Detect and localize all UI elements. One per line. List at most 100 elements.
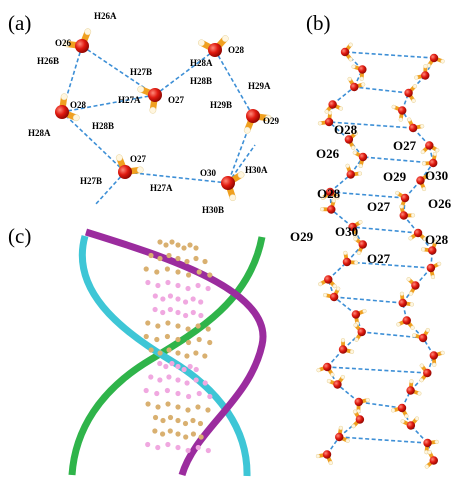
hydrogen [441, 59, 445, 63]
dot [207, 272, 212, 277]
hydrogen [392, 105, 396, 109]
hydrogen-bond [354, 87, 408, 93]
dot [198, 299, 203, 304]
hydrogen [432, 363, 436, 367]
dot [175, 418, 180, 423]
dot [175, 350, 180, 355]
atom-label: O28 [334, 122, 358, 137]
dot [197, 337, 202, 342]
hydrogen [317, 368, 321, 372]
dot [168, 415, 173, 420]
atom-label: O29 [290, 229, 314, 244]
hydrogen [421, 150, 425, 154]
hydrogen [363, 309, 367, 313]
hydrogen [353, 151, 357, 155]
hydrogen [433, 152, 437, 156]
hydrogen [411, 213, 415, 217]
dot [195, 404, 200, 409]
oxygen [430, 456, 438, 464]
hydrogen [320, 207, 324, 211]
dot [144, 388, 149, 393]
atom-label: O26 [55, 38, 72, 48]
hydrogen [350, 350, 354, 354]
hydrogen [437, 262, 441, 266]
atom-label: O28 [70, 100, 87, 110]
dot [175, 391, 180, 396]
hydrogen-bond [327, 367, 427, 373]
hydrogen [349, 43, 353, 47]
dot [175, 242, 180, 247]
dot [185, 286, 190, 291]
dot [145, 442, 150, 447]
hydrogen-bond [339, 437, 427, 443]
dot [184, 380, 189, 385]
dot [175, 323, 180, 328]
hydrogen [329, 461, 333, 465]
oxygen [423, 439, 431, 447]
oxygen [421, 71, 429, 79]
dot [166, 374, 171, 379]
hydrogen [331, 373, 335, 377]
dot [207, 340, 212, 345]
dot [196, 445, 201, 450]
dot [163, 364, 168, 369]
dot [153, 415, 158, 420]
hydrogen [399, 205, 403, 209]
hydrogen [354, 323, 358, 327]
dot [193, 256, 198, 261]
dot [175, 364, 180, 369]
oxygen [333, 380, 341, 388]
hydrogen [351, 146, 355, 150]
dot [195, 283, 200, 288]
hydrogen [411, 326, 415, 330]
dot [160, 431, 165, 436]
dot [154, 269, 159, 274]
dot [148, 374, 153, 379]
dot [202, 259, 207, 264]
hydrogen [407, 277, 411, 281]
oxygen [425, 141, 433, 149]
hydrogen [359, 220, 363, 224]
dot [166, 253, 171, 258]
dot [165, 401, 170, 406]
helix-panel [72, 232, 263, 476]
helix-strand [82, 236, 247, 476]
dot [191, 431, 196, 436]
hydrogen [73, 115, 79, 121]
dot [203, 380, 208, 385]
panel-label: (c) [8, 224, 31, 248]
dot [154, 337, 159, 342]
oxygen [430, 54, 438, 62]
oxygen [148, 88, 162, 102]
dot [193, 245, 198, 250]
dot [191, 296, 196, 301]
hydrogen-bond [330, 192, 405, 198]
dot [145, 280, 150, 285]
oxygen [328, 100, 336, 108]
atom-label: O27 [367, 199, 391, 214]
dot [148, 253, 153, 258]
hydrogen-bond [359, 402, 402, 408]
dot [166, 347, 171, 352]
hydrogen [352, 65, 356, 69]
hydrogen [431, 275, 435, 279]
dot [198, 421, 203, 426]
atom-label: O29 [263, 116, 280, 126]
oxygen [409, 124, 417, 132]
hydrogen [428, 450, 432, 454]
hydrogen [366, 398, 370, 402]
oxygen [75, 39, 89, 53]
hydrogen [424, 64, 428, 68]
hydrogen [138, 86, 144, 92]
dot [175, 256, 180, 261]
dot [198, 313, 203, 318]
oxygen [208, 43, 222, 57]
oxygen [341, 48, 349, 56]
dot [186, 448, 191, 453]
dot [153, 293, 158, 298]
dot [183, 434, 188, 439]
hydrogen [422, 187, 426, 191]
dot [165, 442, 170, 447]
dot [196, 323, 201, 328]
hydrogen [395, 191, 399, 195]
